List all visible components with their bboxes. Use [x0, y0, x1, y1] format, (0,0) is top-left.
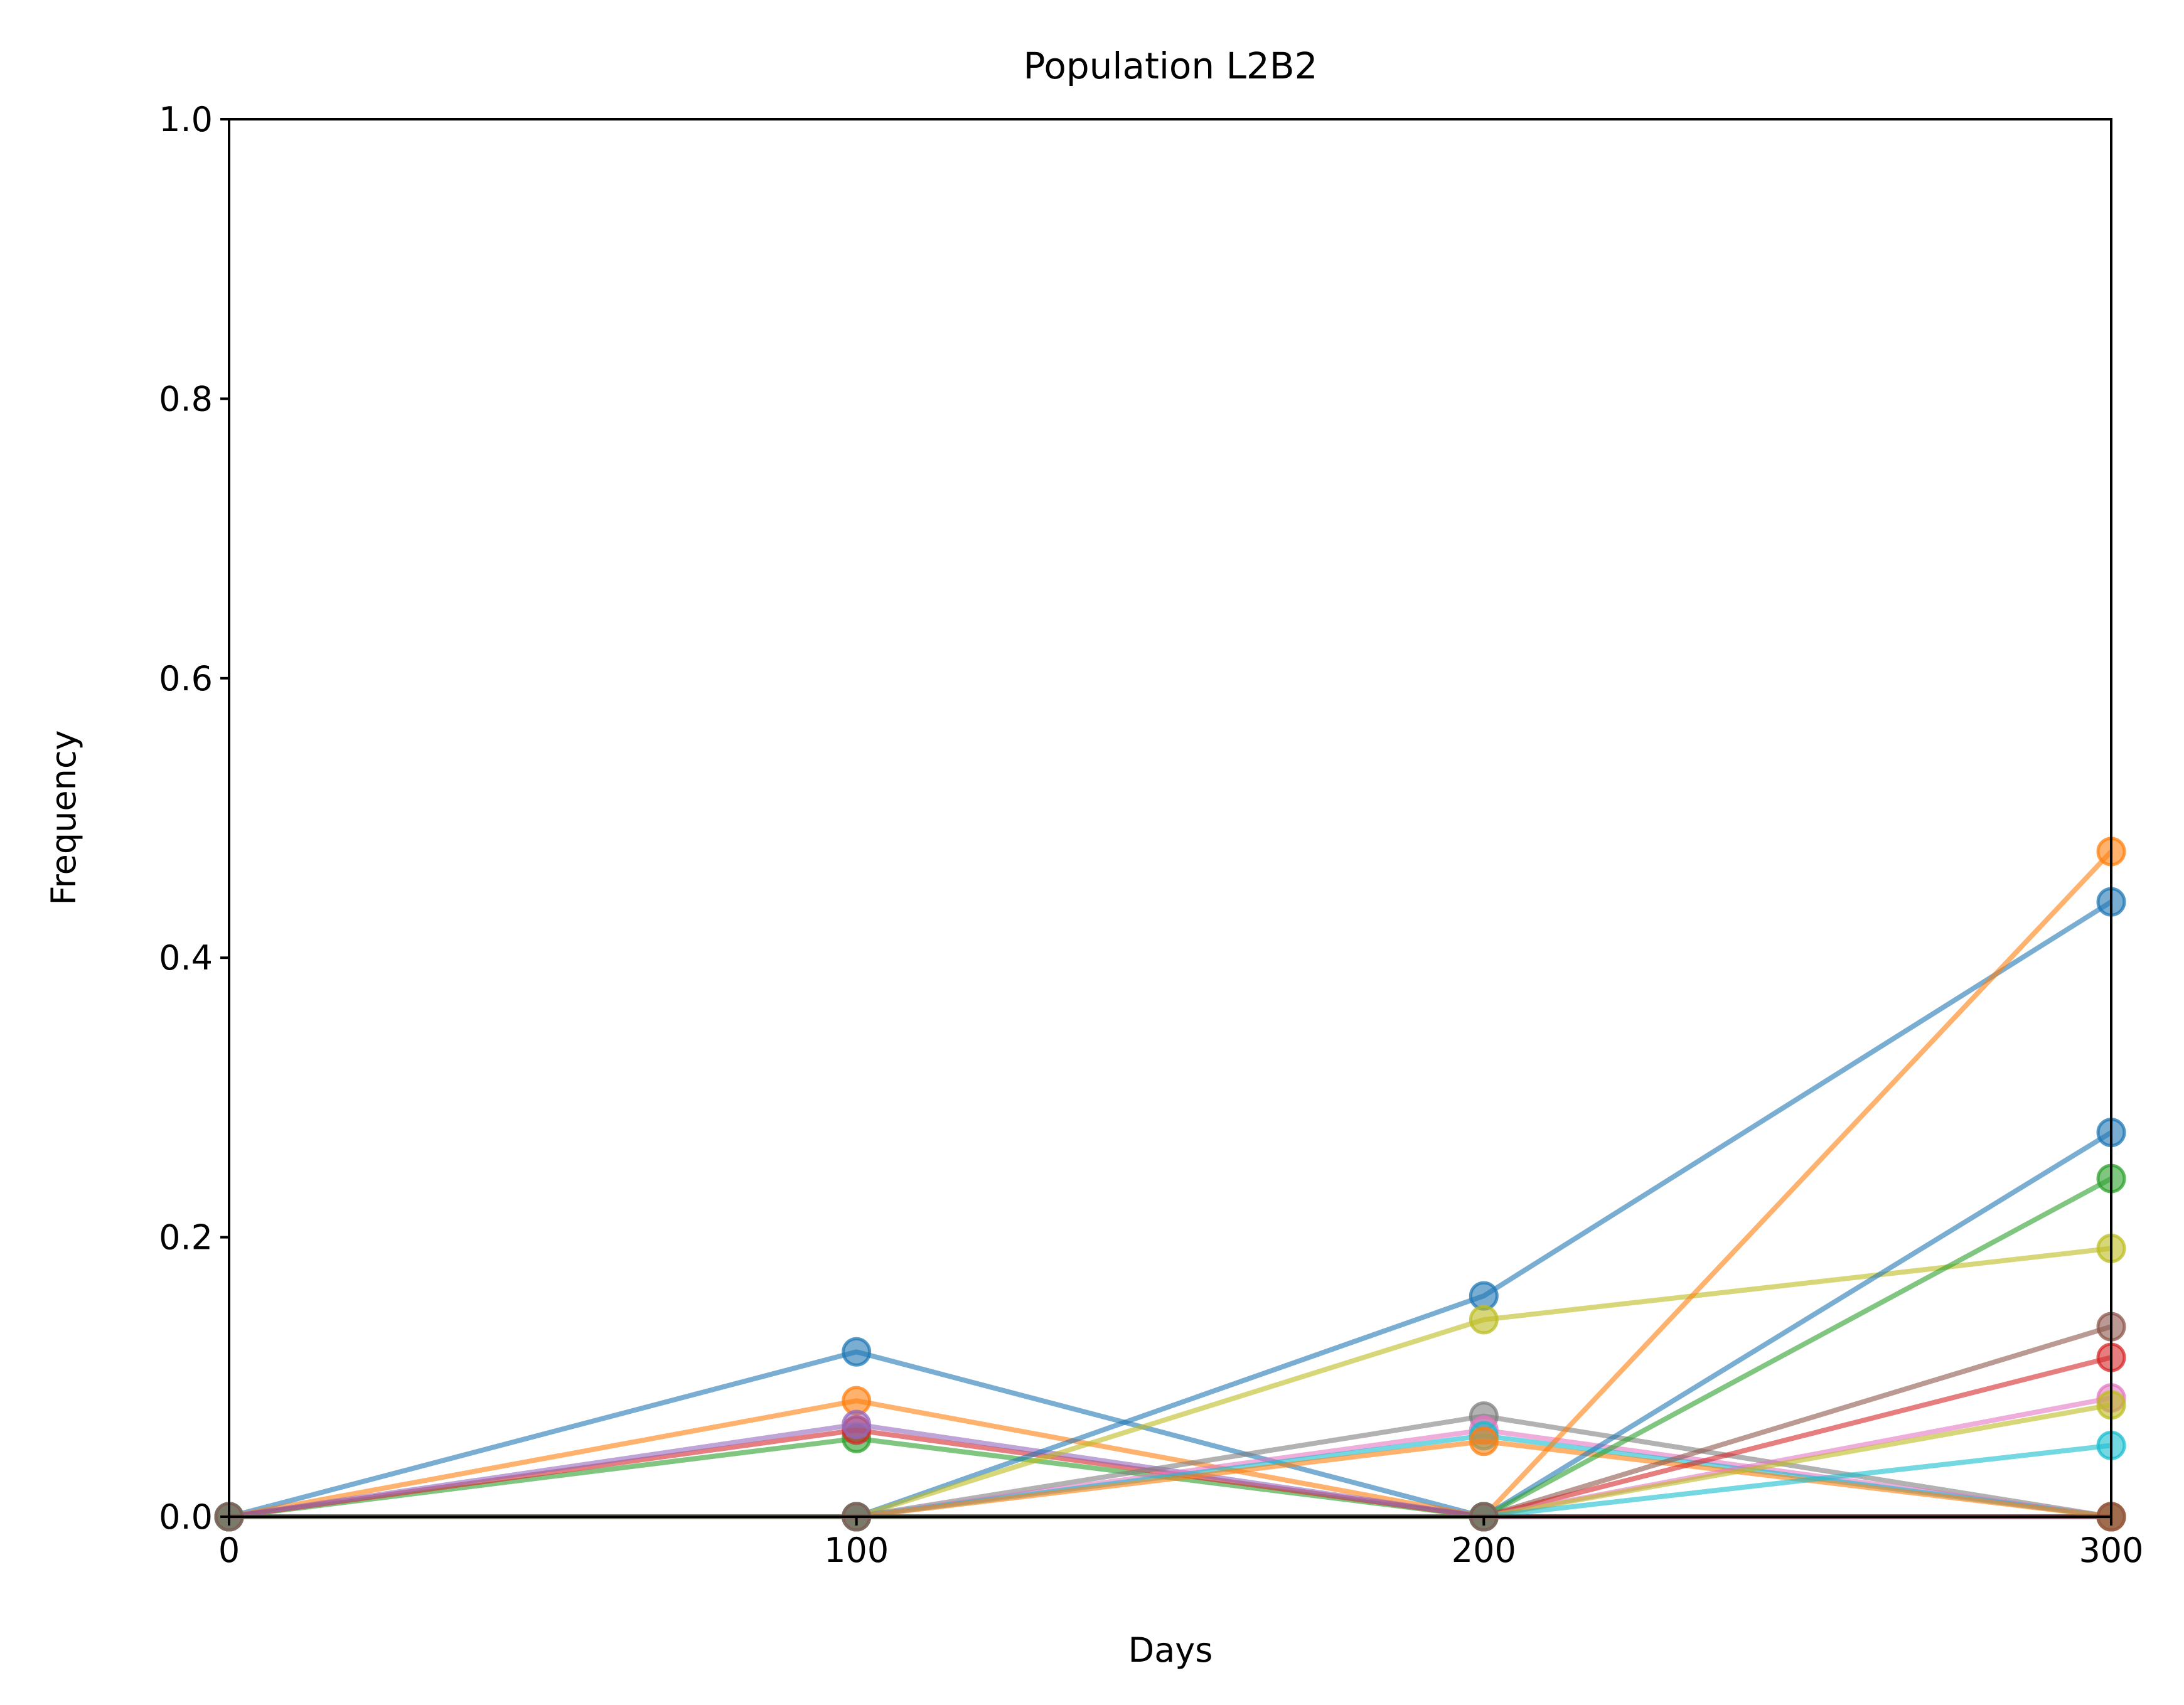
x-tick-label: 100 — [824, 1531, 889, 1570]
chart-title: Population L2B2 — [1023, 45, 1317, 87]
data-point — [842, 1409, 872, 1440]
x-tick-label: 300 — [2079, 1531, 2143, 1570]
axis-ticks: 0 100 200 300 0.0 0.2 0.4 0.6 0.8 1.0 — [159, 100, 2143, 1570]
y-tick-label: 0.0 — [159, 1497, 213, 1537]
x-tick-label: 200 — [1452, 1531, 1516, 1570]
y-tick-label: 0.6 — [159, 659, 213, 698]
data-point — [1469, 1426, 1499, 1456]
y-tick-label: 0.4 — [159, 938, 213, 978]
y-tick-label: 0.8 — [159, 379, 213, 419]
y-tick-label: 0.2 — [159, 1218, 213, 1258]
y-axis-label: Frequency — [44, 730, 83, 906]
axes-frame — [228, 118, 2112, 1518]
x-axis-label: Days — [1128, 1630, 1213, 1670]
y-tick-label: 1.0 — [159, 100, 213, 139]
data-point — [1469, 1305, 1499, 1335]
data-point — [842, 1337, 872, 1367]
x-tick-label: 0 — [218, 1531, 240, 1570]
